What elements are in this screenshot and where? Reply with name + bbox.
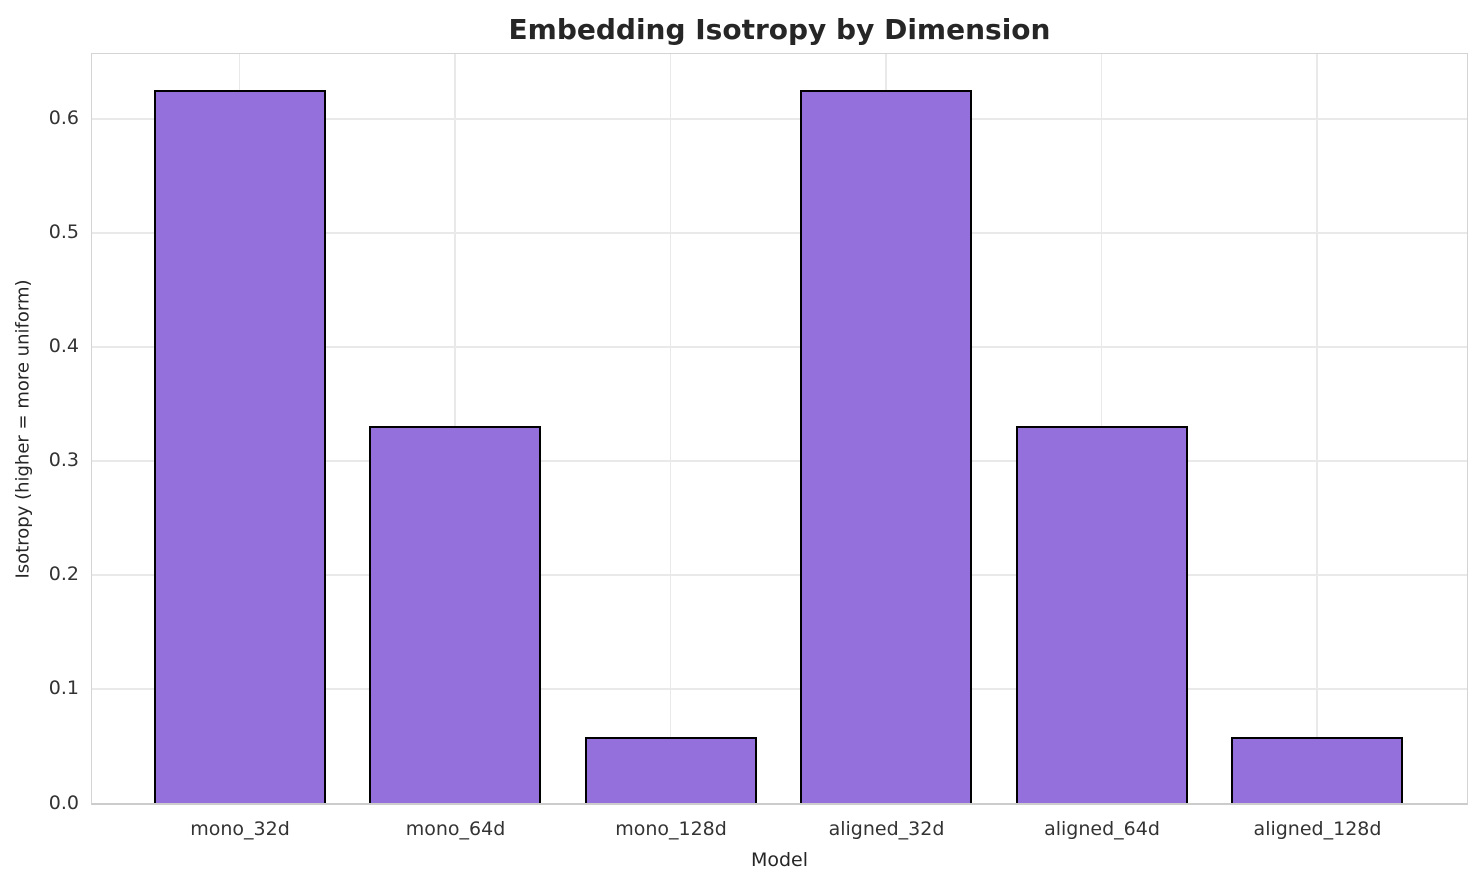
y-axis-label: Isotropy (higher = more uniform): [12, 279, 34, 579]
bar-aligned_128d: [1231, 736, 1403, 803]
chart-title: Embedding Isotropy by Dimension: [508, 13, 1051, 46]
h-gridline: [92, 118, 1467, 120]
y-tick-label: 0.6: [48, 107, 79, 130]
h-gridline: [92, 574, 1467, 576]
h-gridline: [92, 688, 1467, 690]
h-gridline: [92, 232, 1467, 234]
v-gridline: [1316, 54, 1318, 803]
v-gridline: [669, 54, 672, 803]
y-tick-label: 0.4: [48, 335, 79, 358]
x-tick-label-mono_128d: mono_128d: [615, 818, 727, 840]
x-tick-label-aligned_32d: aligned_32d: [828, 818, 945, 840]
y-tick-label: 0.0: [48, 791, 79, 814]
h-gridline: [92, 460, 1467, 462]
x-tick-label-aligned_128d: aligned_128d: [1253, 818, 1382, 840]
y-tick-label: 0.2: [48, 563, 79, 586]
y-tick-label: 0.1: [48, 677, 79, 700]
x-tick-label-mono_64d: mono_64d: [405, 818, 506, 840]
y-tick-label: 0.3: [48, 449, 79, 472]
plot-area: [91, 53, 1468, 805]
h-gridline: [92, 346, 1467, 348]
bar-mono_32d: [153, 90, 326, 803]
x-axis-label: Model: [750, 849, 809, 871]
bar-aligned_64d: [1015, 425, 1188, 803]
x-tick-label-mono_32d: mono_32d: [190, 818, 290, 840]
bar-mono_128d: [584, 736, 757, 803]
bar-aligned_32d: [800, 90, 972, 803]
y-tick-label: 0.5: [48, 221, 79, 244]
bar-mono_64d: [369, 425, 541, 803]
x-tick-label-aligned_64d: aligned_64d: [1044, 818, 1160, 840]
